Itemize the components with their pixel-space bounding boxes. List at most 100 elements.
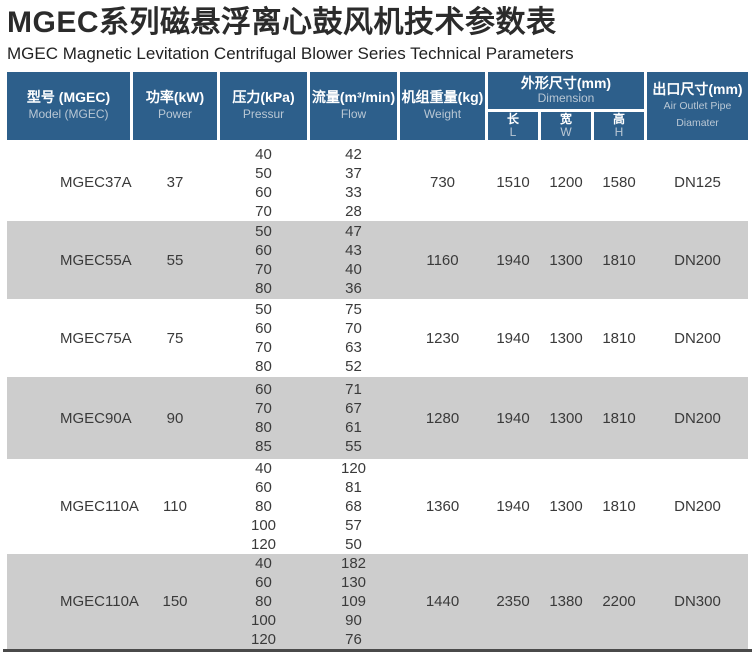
length-cell: 1940 bbox=[496, 251, 530, 269]
table-row: MGEC110A 150 40 60 80 100 120 182 130 109 90 76 … bbox=[7, 554, 748, 649]
pressure-value: 40 bbox=[255, 460, 272, 477]
pressure-value: 60 bbox=[255, 381, 272, 398]
flow-value: 63 bbox=[345, 339, 362, 356]
header-flow-zh: 流量(m³/min) bbox=[311, 89, 396, 105]
flow-value: 33 bbox=[345, 183, 362, 201]
header-dimension-en: Dimension bbox=[537, 90, 595, 105]
flow-value: 55 bbox=[345, 438, 362, 455]
flow-value: 37 bbox=[345, 164, 362, 182]
pressure-value: 60 bbox=[255, 320, 272, 337]
height-cell: 1810 bbox=[602, 329, 636, 347]
header-model-en: Model (MGEC) bbox=[28, 107, 109, 121]
pressure-value: 50 bbox=[255, 301, 272, 318]
flow-value: 43 bbox=[345, 242, 362, 259]
header-dimension: 外形尺寸(mm) Dimension bbox=[488, 72, 644, 109]
power-cell: 150 bbox=[162, 593, 188, 610]
flow-value: 81 bbox=[345, 479, 362, 496]
pressure-value: 80 bbox=[255, 498, 272, 515]
table-row: MGEC75A 75 50 60 70 80 75 70 63 52 1230 1940 1… bbox=[7, 299, 748, 377]
outlet-cell: DN200 bbox=[674, 329, 721, 347]
weight-cell: 730 bbox=[429, 174, 456, 191]
length-cell: 2350 bbox=[496, 593, 530, 610]
header-power: 功率(kW) Power bbox=[133, 72, 217, 140]
flow-value: 47 bbox=[345, 223, 362, 240]
weight-cell: 1280 bbox=[425, 409, 460, 427]
flow-value: 109 bbox=[340, 593, 367, 610]
height-cell: 1580 bbox=[602, 174, 636, 191]
width-cell: 1200 bbox=[549, 174, 583, 191]
flow-value: 42 bbox=[345, 145, 362, 163]
weight-cell: 1360 bbox=[425, 498, 460, 515]
header-pressure-en: Pressur bbox=[242, 107, 285, 121]
pressure-cell: 40 60 80 100 120 bbox=[220, 459, 307, 554]
header-weight-zh: 机组重量(kg) bbox=[401, 89, 484, 105]
power-cell: 110 bbox=[163, 498, 187, 515]
pressure-value: 60 bbox=[255, 574, 272, 591]
table-row: MGEC90A 90 60 70 80 85 71 67 61 55 1280 1940 1… bbox=[7, 377, 748, 459]
flow-value: 40 bbox=[345, 261, 362, 278]
pressure-value: 60 bbox=[255, 183, 272, 201]
model-cell: MGEC90A bbox=[60, 409, 132, 427]
pressure-cell: 50 60 70 80 bbox=[220, 222, 307, 298]
power-cell: 75 bbox=[166, 329, 184, 347]
flow-value: 182 bbox=[340, 555, 367, 572]
width-cell: 1300 bbox=[549, 329, 583, 347]
parameters-table: 型号 (MGEC) Model (MGEC) 功率(kW) Power 压力(k… bbox=[3, 72, 752, 652]
pressure-value: 100 bbox=[250, 517, 277, 534]
power-cell: 90 bbox=[166, 409, 184, 427]
height-cell: 1810 bbox=[602, 251, 636, 269]
width-cell: 1300 bbox=[549, 251, 583, 269]
length-cell: 1940 bbox=[496, 329, 530, 347]
header-flow: 流量(m³/min) Flow bbox=[310, 72, 397, 140]
flow-value: 70 bbox=[345, 320, 362, 337]
flow-value: 68 bbox=[345, 498, 362, 515]
model-cell: MGEC37A bbox=[60, 174, 132, 191]
length-cell: 1940 bbox=[496, 409, 530, 427]
pressure-cell: 60 70 80 85 bbox=[220, 380, 307, 456]
header-outlet-en: Air Outlet Pipe Diamater bbox=[663, 99, 732, 129]
height-cell: 2200 bbox=[602, 593, 636, 610]
flow-cell: 71 67 61 55 bbox=[310, 380, 397, 456]
header-width-zh: 宽 bbox=[559, 112, 572, 126]
length-cell: 1940 bbox=[496, 498, 530, 515]
height-cell: 1810 bbox=[602, 409, 636, 427]
header-power-en: Power bbox=[157, 107, 192, 121]
flow-value: 61 bbox=[345, 419, 362, 436]
header-outlet: 出口尺寸(mm) Air Outlet Pipe Diamater bbox=[647, 72, 748, 140]
width-cell: 1380 bbox=[549, 593, 583, 610]
header-height: 高 H bbox=[594, 112, 644, 140]
header-model-zh: 型号 (MGEC) bbox=[26, 89, 111, 105]
pressure-value: 60 bbox=[255, 479, 272, 496]
header-weight: 机组重量(kg) Weight bbox=[400, 72, 485, 140]
outlet-cell: DN200 bbox=[674, 409, 721, 427]
pressure-value: 70 bbox=[255, 339, 272, 356]
table-row: MGEC110A 110 40 60 80 100 120 120 81 68 57 50 13… bbox=[7, 459, 748, 554]
flow-cell: 47 43 40 36 bbox=[310, 222, 397, 298]
flow-cell: 75 70 63 52 bbox=[310, 300, 397, 376]
pressure-value: 80 bbox=[255, 358, 272, 375]
power-cell: 37 bbox=[166, 174, 184, 191]
pressure-value: 70 bbox=[255, 400, 272, 417]
flow-value: 52 bbox=[345, 358, 362, 375]
page-title: MGEC系列磁悬浮离心鼓风机技术参数表 bbox=[7, 6, 557, 39]
pressure-value: 40 bbox=[255, 145, 272, 163]
header-pressure-zh: 压力(kPa) bbox=[232, 89, 295, 105]
pressure-value: 70 bbox=[255, 261, 272, 278]
pressure-value: 120 bbox=[250, 631, 277, 648]
flow-value: 75 bbox=[345, 301, 362, 318]
model-cell: MGEC75A bbox=[60, 329, 132, 347]
table-row: MGEC55A 55 50 60 70 80 47 43 40 36 1160 1940 1… bbox=[7, 221, 748, 299]
flow-value: 36 bbox=[345, 280, 362, 297]
outlet-cell: DN200 bbox=[674, 251, 721, 269]
table-row: MGEC37A 37 40 50 60 70 42 37 33 28 730 1510 12… bbox=[7, 144, 748, 221]
header-pressure: 压力(kPa) Pressur bbox=[220, 72, 307, 140]
header-dimension-zh: 外形尺寸(mm) bbox=[520, 74, 612, 91]
model-cell: MGEC55A bbox=[60, 251, 132, 269]
pressure-value: 80 bbox=[255, 593, 272, 610]
pressure-value: 40 bbox=[255, 555, 272, 572]
width-cell: 1300 bbox=[549, 498, 583, 515]
flow-value: 130 bbox=[340, 574, 367, 591]
pressure-value: 85 bbox=[255, 438, 272, 455]
pressure-value: 50 bbox=[255, 223, 272, 240]
